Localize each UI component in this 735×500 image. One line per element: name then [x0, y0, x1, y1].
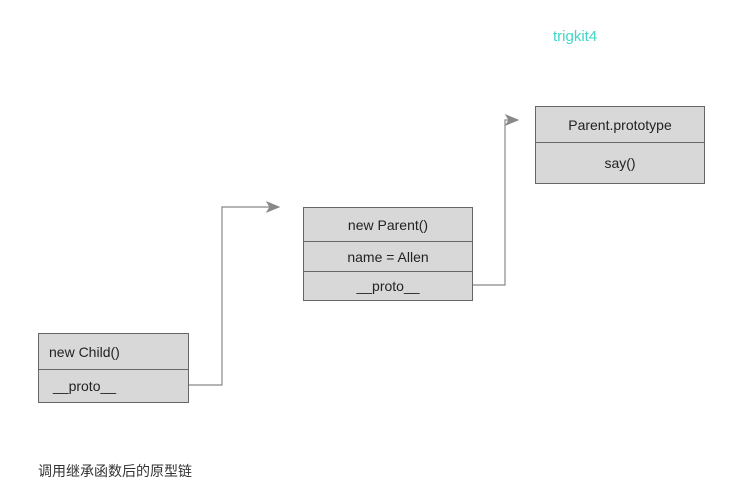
box-cell: name = Allen — [304, 242, 472, 272]
prototype-chain-arrow — [189, 207, 279, 385]
prototype-chain-arrow — [473, 120, 518, 285]
watermark: trigkit4 — [553, 28, 597, 45]
box-cell: new Parent() — [304, 208, 472, 242]
box-new-parent: new Parent()name = Allen__proto__ — [303, 207, 473, 301]
box-cell: new Child() — [39, 334, 188, 370]
box-cell: Parent.prototype — [536, 107, 704, 143]
box-cell: __proto__ — [304, 272, 472, 300]
box-cell: say() — [536, 143, 704, 183]
caption: 调用继承函数后的原型链 — [38, 461, 192, 481]
box-new-child: new Child()__proto__ — [38, 333, 189, 403]
box-cell: __proto__ — [39, 370, 188, 402]
box-parent-prototype: Parent.prototypesay() — [535, 106, 705, 184]
